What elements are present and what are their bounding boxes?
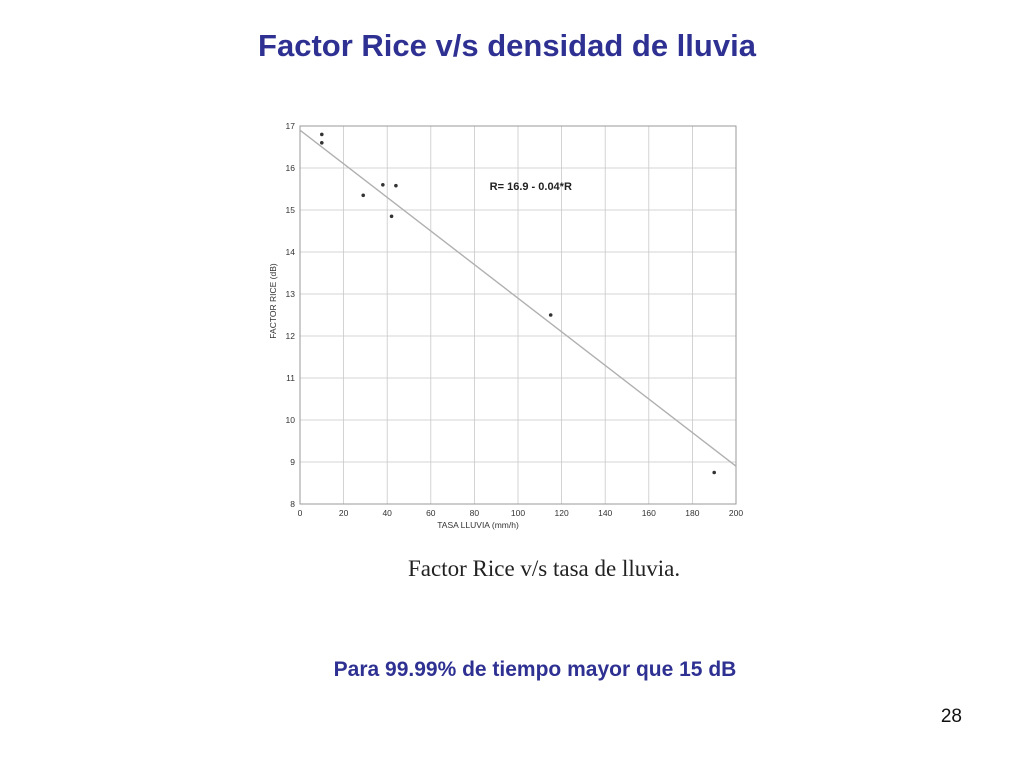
data-point <box>394 183 398 188</box>
data-points <box>320 132 716 475</box>
page-number: 28 <box>940 706 962 727</box>
x-tick-label: 60 <box>426 508 436 518</box>
data-point <box>389 214 394 219</box>
y-tick-label: 17 <box>286 121 296 131</box>
figure-caption: Factor Rice v/s tasa de lluvia. <box>408 556 681 581</box>
x-tick-label: 100 <box>511 508 525 518</box>
y-tick-label: 8 <box>290 499 295 509</box>
x-axis-label: TASA LLUVIA (mm/h) <box>437 520 519 530</box>
plot-frame <box>299 125 737 505</box>
data-point <box>548 313 553 317</box>
y-tick-label: 14 <box>286 247 296 257</box>
x-tick-label: 40 <box>382 508 392 518</box>
x-tick-label: 0 <box>298 508 303 518</box>
footer-note: Para 99.99% de tiempo mayor que 15 dB <box>333 658 737 681</box>
y-axis-label: FACTOR RICE (dB) <box>268 263 278 339</box>
data-point <box>361 193 366 198</box>
rice-factor-chart: 0 20 40 60 80 100 120 140 160 180 200 8 9 10 11 12 13 14 1… <box>268 121 744 530</box>
fit-line <box>299 129 737 467</box>
data-point <box>381 183 385 187</box>
x-tick-label: 120 <box>555 508 569 518</box>
y-tick-label: 10 <box>286 415 296 425</box>
y-tick-label: 15 <box>286 205 296 215</box>
slide-title: Factor Rice v/s densidad de lluvia <box>258 28 756 63</box>
x-tick-label: 140 <box>598 508 612 518</box>
y-tick-label: 11 <box>286 373 295 383</box>
regression-annotation: R= 16.9 - 0.04*R <box>490 181 572 193</box>
data-point <box>320 141 324 145</box>
y-tick-label: 16 <box>286 163 296 173</box>
data-point <box>320 132 324 137</box>
x-tick-label: 180 <box>685 508 699 518</box>
y-tick-label: 9 <box>290 457 295 467</box>
tick-labels: 0 20 40 60 80 100 120 140 160 180 200 8 9 10 11 12 13 14 1… <box>286 121 744 518</box>
x-tick-label: 200 <box>729 508 743 518</box>
x-tick-label: 80 <box>470 508 480 518</box>
x-tick-label: 160 <box>642 508 656 518</box>
x-tick-label: 20 <box>339 508 349 518</box>
data-point <box>712 470 716 475</box>
y-tick-label: 13 <box>286 289 296 299</box>
y-tick-label: 12 <box>286 331 296 341</box>
